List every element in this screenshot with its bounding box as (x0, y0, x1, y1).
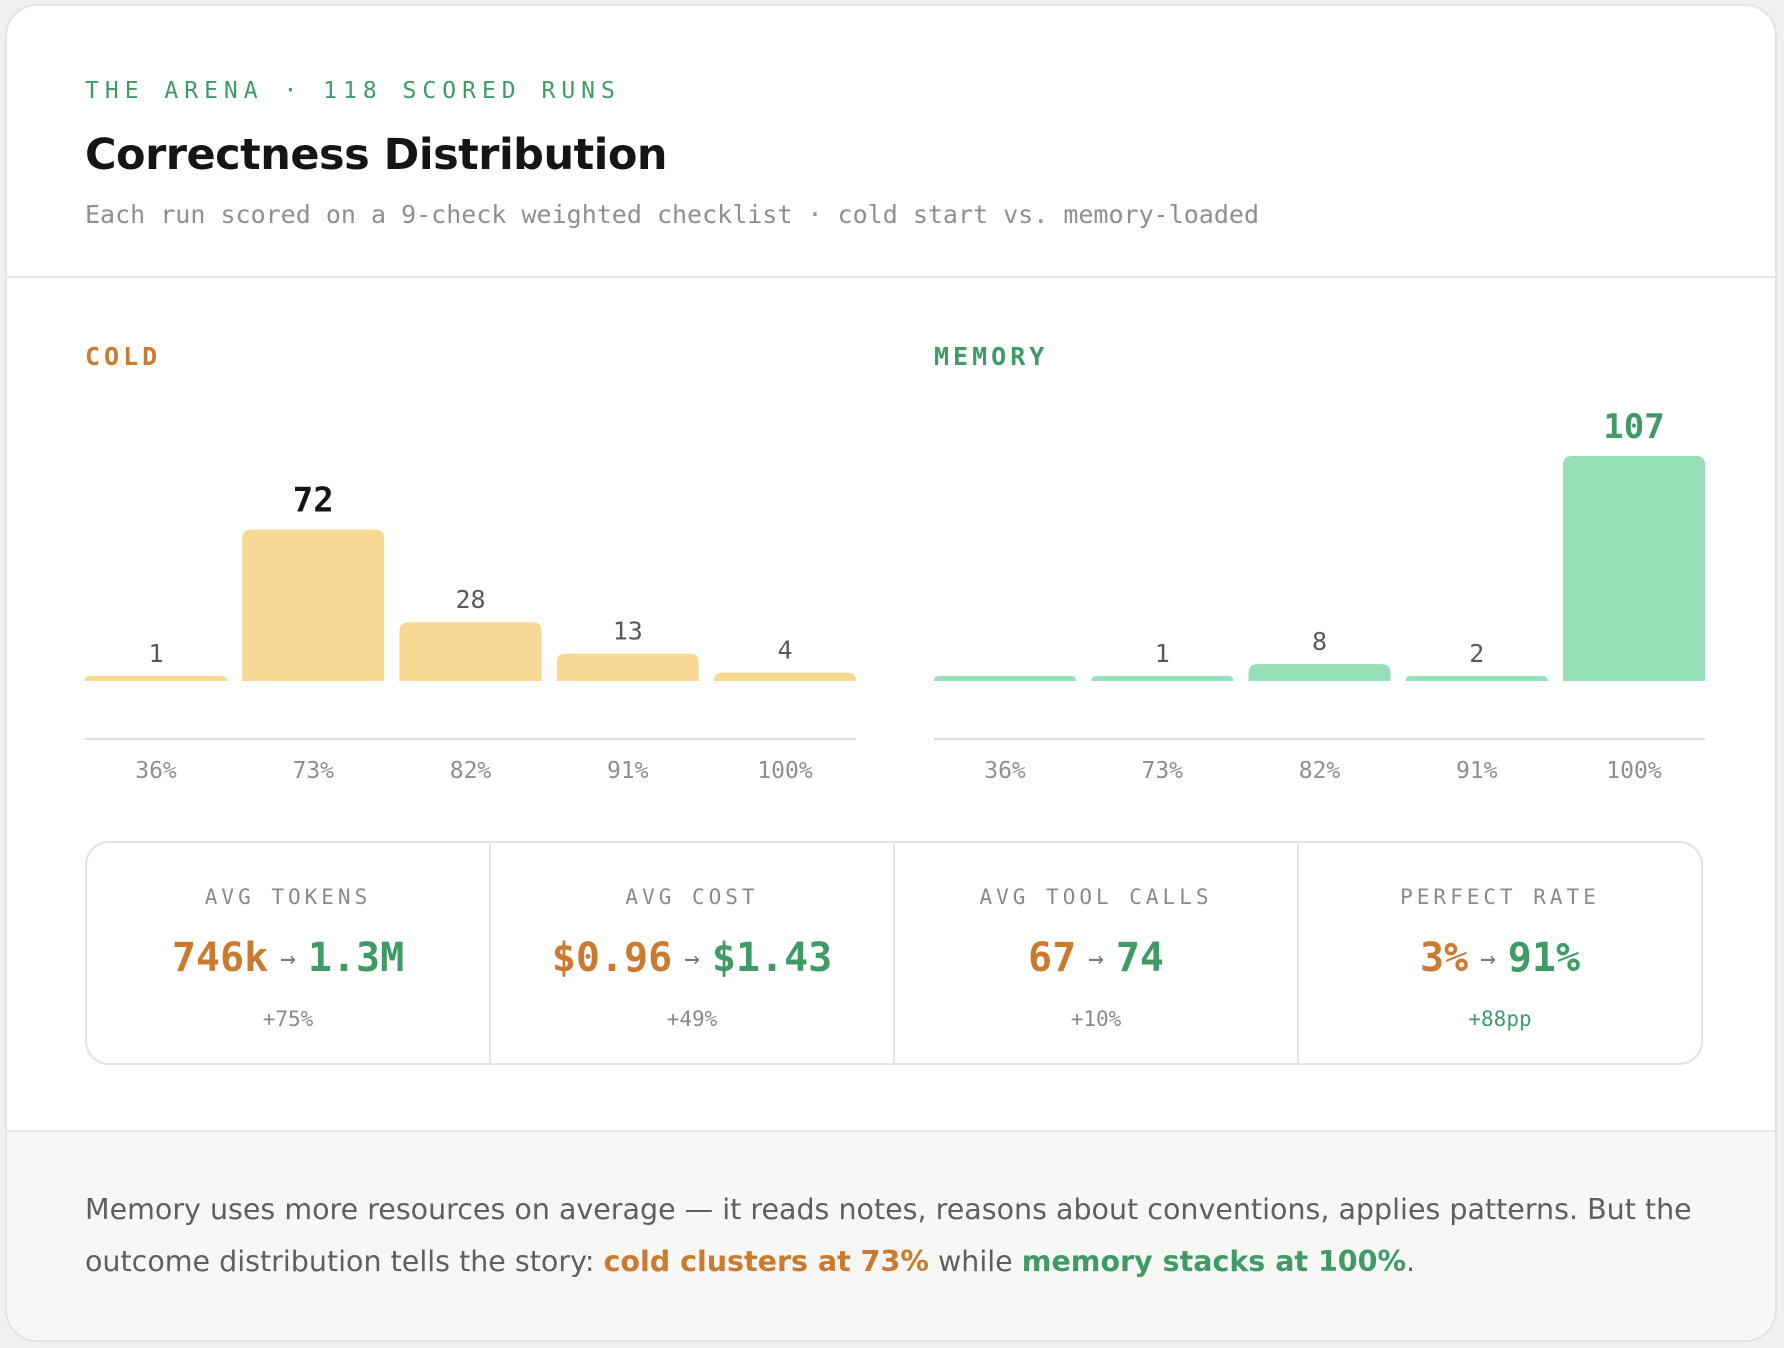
highlight-memory: memory stacks at 100% (1021, 1245, 1407, 1278)
stat-from: 746k (171, 935, 269, 981)
page-title: Correctness Distribution (85, 130, 668, 180)
subtitle: Each run scored on a 9-check weighted ch… (85, 200, 1259, 229)
stat-to: 1.3M (307, 935, 405, 981)
stat-values: 3% → 91% (1299, 935, 1701, 981)
summary-part: while (928, 1245, 1022, 1278)
stat-to: 91% (1507, 935, 1581, 981)
stat-label: PERFECT RATE (1400, 885, 1600, 909)
stat-delta: +88pp (1468, 1007, 1532, 1031)
summary-text: Memory uses more resources on average — … (85, 1184, 1725, 1288)
stat-delta: +10% (1070, 1007, 1122, 1031)
cold-value-label: 13 (613, 617, 643, 646)
cold-bar-100% (714, 672, 856, 681)
cold-panel-label: COLD (85, 342, 162, 371)
histogram-charts: 1 36% 72 73% 28 82% 13 91% 4 100% 36% 1 73% 8 82% 2 91% 1… (85, 407, 1705, 784)
arrow-icon: → (1088, 944, 1104, 974)
stat-label: AVG COST (625, 885, 759, 909)
stat-avg-cost: AVG COST $0.96 → $1.43 +49% (491, 843, 895, 1063)
cold-bar-91% (556, 653, 699, 681)
memory-value-label: 2 (1469, 639, 1484, 668)
eyebrow: THE ARENA · 118 SCORED RUNS (85, 78, 621, 104)
cold-value-label: 4 (777, 636, 792, 665)
cold-value-label: 1 (148, 639, 163, 668)
cold-tick-label: 82% (450, 758, 492, 784)
cold-tick-label: 100% (757, 758, 813, 784)
stat-label: AVG TOOL CALLS (979, 885, 1213, 909)
memory-bar-100% (1563, 456, 1705, 681)
footer-summary: Memory uses more resources on average — … (7, 1130, 1775, 1340)
memory-bar-36% (934, 676, 1076, 681)
summary-part: . (1406, 1245, 1416, 1278)
arrow-icon: → (1480, 944, 1496, 974)
memory-bar-91% (1405, 676, 1548, 681)
cold-tick-label: 73% (292, 758, 334, 784)
memory-tick-label: 100% (1606, 758, 1662, 784)
stat-perfect-rate: PERFECT RATE 3% → 91% +88pp (1299, 843, 1701, 1063)
summary-part: Memory uses more resources on average — … (85, 1193, 1692, 1278)
cold-tick-label: 91% (607, 758, 649, 784)
cold-bar-36% (85, 676, 227, 681)
stat-avg-tokens: AVG TOKENS 746k → 1.3M +75% (87, 843, 491, 1063)
cold-value-label: 28 (455, 585, 485, 614)
memory-panel-label: MEMORY (934, 342, 1049, 371)
memory-bar-82% (1248, 664, 1391, 681)
stat-from: 3% (1419, 935, 1469, 981)
cold-bar-82% (399, 622, 542, 681)
stat-label: AVG TOKENS (204, 885, 372, 909)
stat-values: 67 → 74 (895, 935, 1297, 981)
stat-from: 67 (1028, 935, 1077, 981)
cold-bar-73% (242, 529, 385, 681)
stat-from: $0.96 (551, 935, 673, 981)
arrow-icon: → (684, 944, 700, 974)
cold-value-label: 72 (293, 481, 334, 521)
stat-avg-tool-calls: AVG TOOL CALLS 67 → 74 +10% (895, 843, 1299, 1063)
memory-tick-label: 36% (984, 758, 1026, 784)
stat-to: $1.43 (711, 935, 833, 981)
memory-tick-label: 82% (1299, 758, 1341, 784)
stat-to: 74 (1115, 935, 1164, 981)
memory-value-label: 8 (1312, 627, 1327, 656)
distribution-card: THE ARENA · 118 SCORED RUNS Correctness … (5, 4, 1777, 1342)
stat-values: $0.96 → $1.43 (491, 935, 893, 981)
stat-delta: +49% (666, 1007, 718, 1031)
memory-tick-label: 73% (1141, 758, 1183, 784)
stat-values: 746k → 1.3M (87, 935, 489, 981)
cold-tick-label: 36% (135, 758, 177, 784)
card-header: THE ARENA · 118 SCORED RUNS Correctness … (7, 6, 1775, 278)
memory-value-label: 1 (1155, 639, 1170, 668)
memory-bar-73% (1091, 676, 1234, 681)
stat-delta: +75% (262, 1007, 314, 1031)
memory-tick-label: 91% (1456, 758, 1498, 784)
stats-row: AVG TOKENS 746k → 1.3M +75% AVG COST $0.96… (85, 841, 1703, 1065)
highlight-cold: cold clusters at 73% (603, 1245, 929, 1278)
arrow-icon: → (280, 944, 296, 974)
memory-value-label: 107 (1603, 407, 1664, 447)
